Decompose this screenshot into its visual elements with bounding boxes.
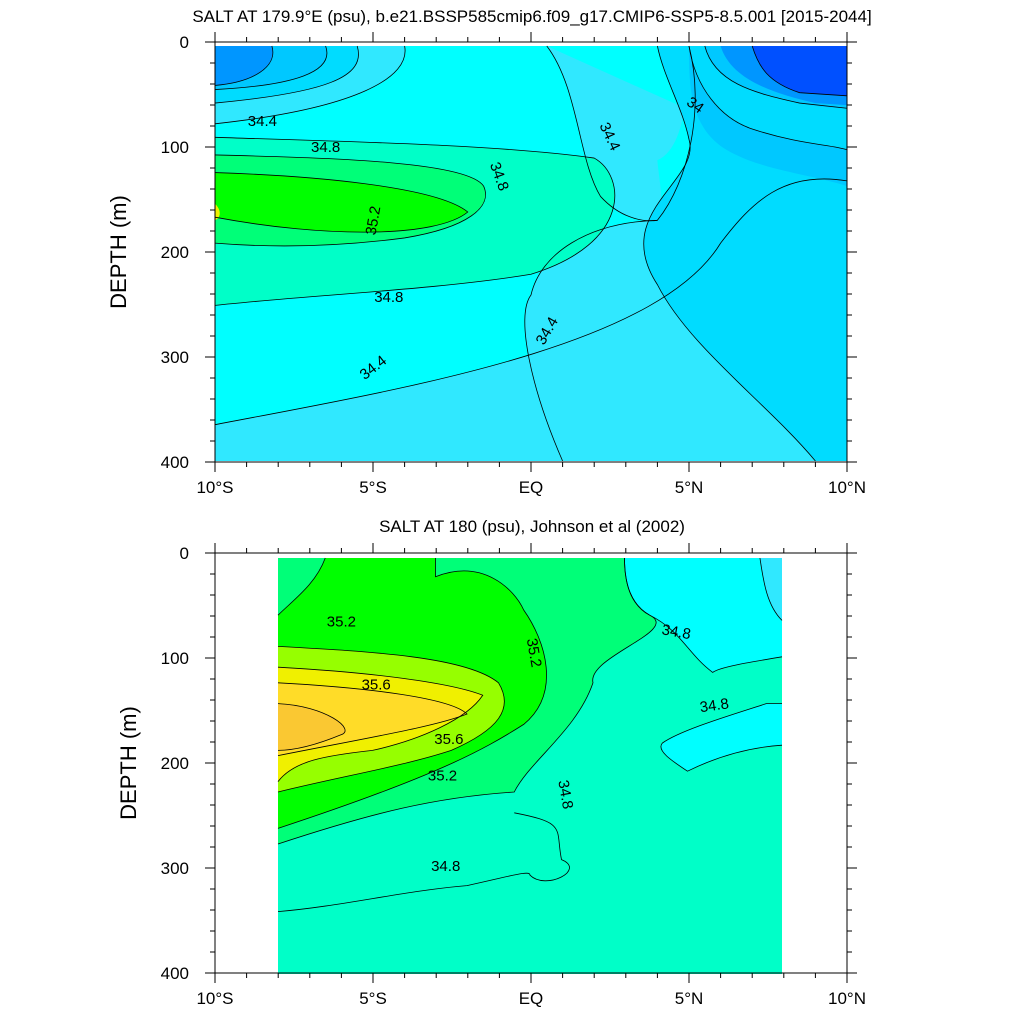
- panel1-x-tick-label: 10°S: [196, 478, 233, 497]
- panel1-fill: [215, 46, 847, 461]
- panel2-axes: 10°S 5°S EQ 5°N 10°N 0 100 200 300 400: [161, 543, 866, 1008]
- panel1-contour-label: 34.4: [248, 113, 277, 130]
- panel1-y-tick-label: 300: [161, 348, 189, 367]
- panel1-y-tick-label: 0: [180, 33, 189, 52]
- panel2-contour-label: 35.2: [428, 768, 457, 785]
- panel2-contour-label: 34.8: [660, 621, 692, 643]
- panel2-y-tick-label: 200: [161, 754, 189, 773]
- panel1-level-33.6-right: [752, 46, 847, 96]
- panel1-contour-label: 34.8: [374, 289, 403, 306]
- panel1-x-tick-label: 10°N: [828, 478, 866, 497]
- panel2-contour-label: 35.6: [434, 731, 463, 748]
- panel2-fill: [278, 558, 782, 974]
- panel2-level-34.6: [624, 558, 782, 772]
- panel2-contour-label: 35.6: [362, 676, 391, 693]
- panel2-x-tick-label: 5°N: [675, 989, 704, 1008]
- panel2-y-tick-label: 300: [161, 859, 189, 878]
- panel2-y-tick-label: 100: [161, 649, 189, 668]
- panel2-x-tick-label: 5°S: [359, 989, 387, 1008]
- panel1-contour-label: 34: [683, 94, 706, 117]
- panel1-level-35.4: [215, 203, 220, 221]
- panel2-contour-label: 34.8: [431, 858, 460, 875]
- panel1-contour-label: 34.8: [311, 139, 340, 156]
- panel1-y-tick-label: 200: [161, 243, 189, 262]
- panel2-contour-label: 35.2: [523, 637, 545, 669]
- panel2-contour-labels: 35.2 35.6 35.6 35.2 35.2 34.8 34.8 34.8 34.8: [327, 613, 730, 875]
- model-salinity-panel: SALT AT 179.9°E (psu), b.e21.BSSP585cmip…: [106, 7, 872, 497]
- panel2-level-34.4: [759, 558, 782, 621]
- panel2-contour-label: 34.8: [554, 779, 576, 811]
- observed-salinity-panel: SALT AT 180 (psu), Johnson et al (2002) …: [116, 517, 866, 1008]
- panel1-level-33.8-left: [215, 46, 273, 86]
- panel1-x-tick-label: 5°S: [359, 478, 387, 497]
- panel1-contour-label: 35.2: [363, 205, 385, 237]
- panel2-y-axis-title: DEPTH (m): [116, 706, 141, 820]
- panel1-x-tick-label: EQ: [519, 478, 544, 497]
- panel2-level-36.0: [278, 703, 346, 751]
- panel1-y-axis-title: DEPTH (m): [106, 195, 131, 309]
- panel2-x-tick-label: EQ: [519, 989, 544, 1008]
- panel2-title: SALT AT 180 (psu), Johnson et al (2002): [379, 517, 685, 536]
- panel1-axes: 10°S 5°S EQ 5°N 10°N 0 100 200 300 400: [161, 32, 866, 497]
- panel1-title: SALT AT 179.9°E (psu), b.e21.BSSP585cmip…: [192, 7, 871, 26]
- panel1-level-35.2: [215, 172, 468, 233]
- panel2-contour-label: 34.8: [699, 695, 730, 716]
- panel1-y-tick-label: 100: [161, 138, 189, 157]
- panel1-x-tick-label: 5°N: [675, 478, 704, 497]
- panel2-x-tick-label: 10°N: [828, 989, 866, 1008]
- panel2-y-tick-label: 400: [161, 964, 189, 983]
- panel2-y-tick-label: 0: [180, 544, 189, 563]
- panel2-contour-label: 35.2: [327, 613, 356, 630]
- panel1-y-tick-label: 400: [161, 453, 189, 472]
- panel2-x-tick-label: 10°S: [196, 989, 233, 1008]
